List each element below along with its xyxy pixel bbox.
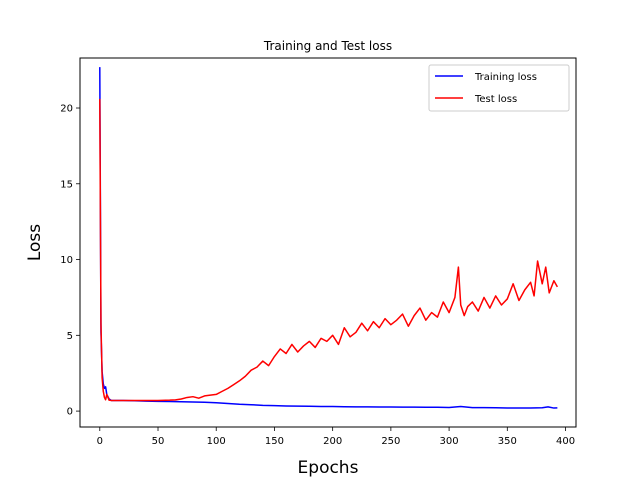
y-tick-label: 10 <box>60 255 73 266</box>
y-tick-label: 20 <box>60 104 73 115</box>
x-tick-label: 100 <box>207 436 226 447</box>
legend-box <box>428 64 570 112</box>
legend-label-training-loss: Training loss <box>474 72 537 83</box>
y-tick-label: 5 <box>67 331 73 342</box>
x-tick-label: 300 <box>440 436 459 447</box>
series-line-test-loss <box>99 98 559 402</box>
y-axis-ticks: 0 5 10 15 20 <box>60 104 80 418</box>
legend-label-test-loss: Test loss <box>474 94 517 105</box>
x-tick-label: 50 <box>152 436 165 447</box>
axes-frame <box>79 57 577 428</box>
y-tick-label: 15 <box>60 179 73 190</box>
x-tick-label: 400 <box>556 436 575 447</box>
x-tick-label: 250 <box>381 436 400 447</box>
legend: Training loss Test loss <box>428 64 570 112</box>
x-axis-ticks: 0 50 100 150 200 250 300 350 400 <box>97 427 575 447</box>
x-axis-label: Epochs <box>298 458 359 478</box>
x-tick-label: 350 <box>498 436 517 447</box>
x-tick-label: 0 <box>97 436 103 447</box>
x-tick-label: 200 <box>323 436 342 447</box>
x-tick-label: 150 <box>265 436 284 447</box>
y-tick-label: 0 <box>67 407 73 418</box>
chart-title: Training and Test loss <box>263 39 392 53</box>
y-axis-label: Loss <box>25 224 45 261</box>
series-layer <box>99 67 559 409</box>
